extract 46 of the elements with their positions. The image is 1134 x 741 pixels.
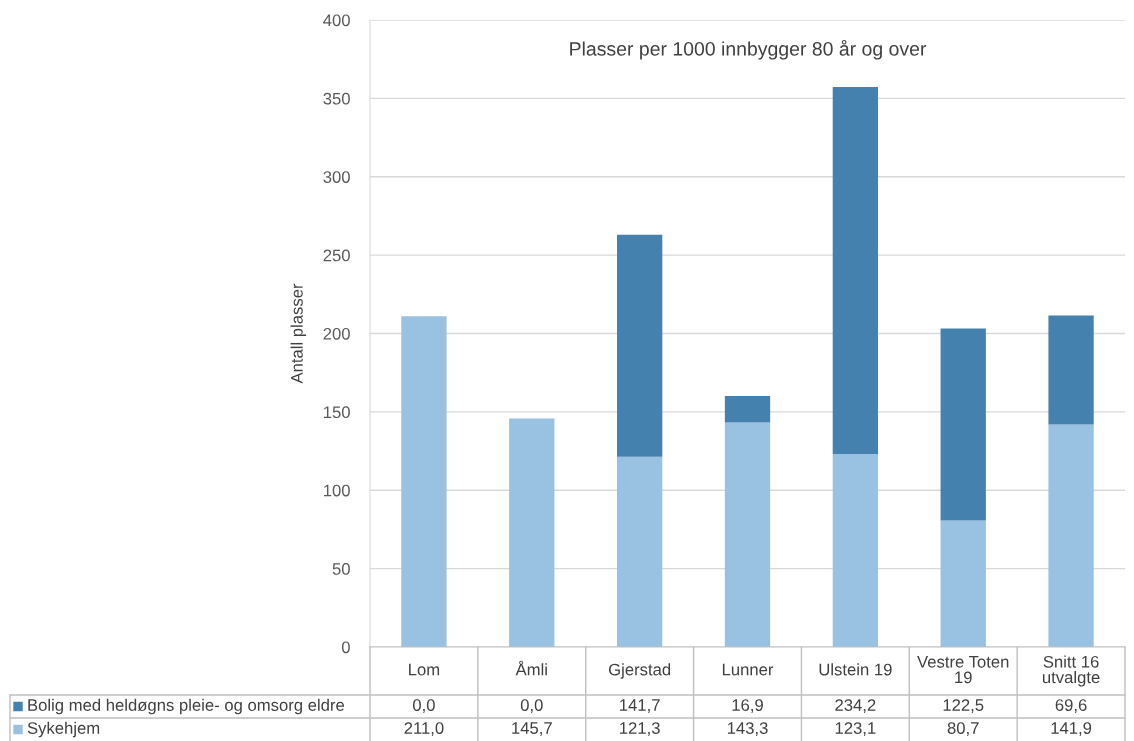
y-tick-label: 200 (323, 327, 350, 340)
bar (616, 456, 663, 647)
data-label: 16,9 (732, 699, 763, 713)
bar (940, 520, 986, 647)
x-tick-label: Lunner (722, 663, 774, 676)
data-label: 123,1 (835, 722, 876, 736)
x-tick-label: Vestre Toten 19 (917, 656, 1009, 684)
y-tick-label: 100 (324, 484, 350, 497)
y-tick-label: 350 (323, 92, 350, 105)
bar (832, 86, 879, 455)
y-tick-label: 400 (323, 14, 350, 27)
data-label: 121,3 (620, 722, 660, 736)
x-tick-label: Lom (409, 663, 440, 676)
bar (1048, 424, 1094, 647)
bar (509, 418, 555, 647)
y-axis-title: Antall plasser (290, 283, 307, 384)
bar (616, 234, 663, 457)
data-label: 80,7 (947, 722, 979, 736)
legend-label: Bolig med heldøgns pleie- og omsorg eldre (28, 698, 345, 715)
data-label: 0,0 (520, 699, 543, 713)
x-tick-label: Ulstein 19 (819, 663, 892, 676)
data-label: 145,7 (512, 722, 552, 736)
data-label: 234,2 (835, 699, 876, 713)
bar (1048, 315, 1094, 425)
y-tick-label: 250 (323, 249, 350, 262)
bar (724, 395, 771, 423)
y-tick-label: 0 (341, 641, 350, 654)
x-tick-label: Gjerstad (608, 663, 671, 679)
y-tick-label: 300 (323, 171, 350, 183)
data-label: 69,6 (1055, 699, 1087, 713)
y-tick-label: 150 (324, 406, 350, 419)
data-label: 0,0 (413, 699, 435, 713)
bar (832, 454, 879, 647)
text: Plasser per 1000 innbygger 80 år og over (570, 39, 927, 60)
x-tick-label: Snitt 16 utvalgte (1042, 655, 1100, 687)
y-tick-label: 50 (332, 563, 350, 575)
data-label: 211,0 (404, 722, 444, 736)
bar (940, 328, 986, 521)
bar (401, 316, 447, 647)
data-label: 122,5 (943, 699, 984, 713)
legend-label: Sykehjem (27, 721, 100, 738)
bar (724, 422, 771, 647)
data-label: 143,3 (727, 722, 768, 736)
data-label: 141,9 (1051, 722, 1092, 736)
x-tick-label: Åmli (515, 660, 547, 676)
data-label: 141,7 (620, 699, 660, 713)
